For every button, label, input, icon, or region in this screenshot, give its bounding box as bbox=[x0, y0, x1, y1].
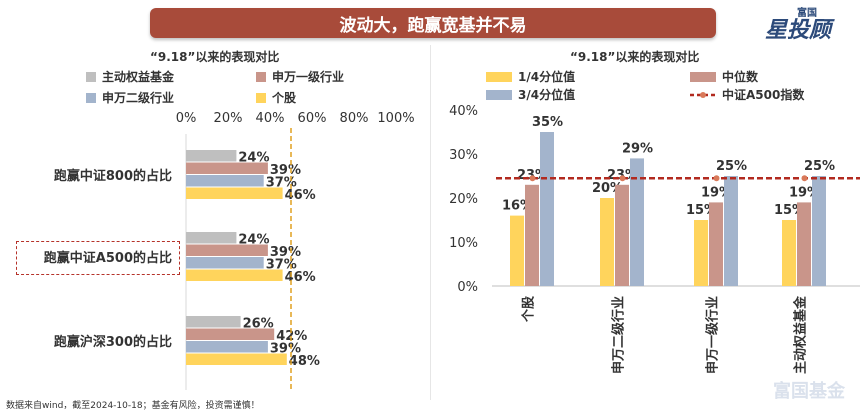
data-label: 46% bbox=[285, 188, 316, 203]
data-label: 35% bbox=[532, 115, 563, 130]
logo-big-text: 星投顾 bbox=[765, 18, 832, 43]
category-label: 申万二级行业 bbox=[611, 296, 627, 374]
y-tick-label: 20% bbox=[449, 192, 478, 207]
x-tick-label: 100% bbox=[377, 111, 414, 126]
legend-label: 1/4分位值 bbox=[518, 70, 576, 84]
bar bbox=[186, 353, 287, 365]
legend-swatch bbox=[86, 92, 96, 103]
bar bbox=[186, 328, 275, 340]
legend-line-swatch bbox=[690, 91, 716, 98]
index-marker bbox=[529, 175, 536, 182]
bar bbox=[186, 341, 268, 353]
data-label: 46% bbox=[285, 270, 316, 285]
category-label: 跑赢中证A500的占比 bbox=[44, 250, 172, 266]
data-label: 24% bbox=[238, 233, 269, 248]
legend-label: 个股 bbox=[272, 91, 297, 105]
category-label: 跑赢沪深300的占比 bbox=[54, 334, 172, 350]
index-marker bbox=[713, 175, 720, 182]
bar bbox=[812, 176, 826, 286]
highlight-box bbox=[16, 241, 180, 275]
data-label: 26% bbox=[243, 317, 274, 332]
y-tick-label: 10% bbox=[449, 236, 478, 251]
bar bbox=[186, 257, 264, 269]
y-tick-label: 30% bbox=[449, 148, 478, 163]
data-label: 39% bbox=[270, 163, 301, 178]
bar bbox=[724, 176, 738, 286]
legend-item-active-equity: 主动权益基金 bbox=[86, 68, 174, 85]
data-label: 39% bbox=[270, 245, 301, 260]
category-label: 个股 bbox=[521, 296, 537, 323]
right-chart-title: “9.18”以来的表现对比 bbox=[570, 50, 700, 64]
data-label: 24% bbox=[238, 151, 269, 166]
logo-small-text: 富国 bbox=[797, 8, 817, 19]
legend-item-q3: 3/4分位值 bbox=[486, 86, 575, 103]
legend-item-stocks: 个股 bbox=[256, 89, 296, 106]
watermark: 富国基金 bbox=[773, 381, 845, 402]
bar bbox=[694, 220, 708, 286]
x-tick-label: 20% bbox=[214, 111, 243, 126]
bar bbox=[782, 220, 796, 286]
bar bbox=[186, 244, 268, 256]
data-label: 25% bbox=[716, 159, 747, 174]
x-tick-label: 40% bbox=[256, 111, 285, 126]
category-label: 跑赢中证800的占比 bbox=[54, 168, 172, 184]
left-chart-title: “9.18”以来的表现对比 bbox=[150, 50, 280, 64]
legend-item-median: 中位数 bbox=[690, 68, 758, 85]
legend-label: 中位数 bbox=[722, 70, 759, 84]
category-label: 主动权益基金 bbox=[793, 295, 809, 374]
y-tick-label: 40% bbox=[449, 104, 478, 119]
footnote: 数据来自wind，截至2024-10-18；基金有风险，投资需谨慎！ bbox=[6, 401, 260, 411]
legend-swatch bbox=[256, 92, 266, 103]
bar bbox=[186, 187, 283, 199]
bar bbox=[186, 175, 264, 187]
bar bbox=[709, 202, 723, 286]
bar bbox=[525, 184, 539, 286]
legend-label: 3/4分位值 bbox=[518, 88, 576, 102]
bar bbox=[615, 184, 629, 286]
legend-item-q1: 1/4分位值 bbox=[486, 68, 575, 85]
legend-swatch bbox=[690, 71, 716, 82]
legend-item-a500-index: 中证A500指数 bbox=[690, 86, 804, 103]
bar bbox=[630, 158, 644, 286]
legend-swatch bbox=[486, 71, 512, 82]
category-label: 申万一级行业 bbox=[705, 296, 721, 374]
y-tick-label: 0% bbox=[457, 280, 478, 295]
legend-label: 中证A500指数 bbox=[722, 88, 805, 102]
banner-title: 波动大，跑赢宽基并不易 bbox=[339, 15, 527, 36]
legend-swatch bbox=[256, 71, 266, 82]
bar bbox=[797, 202, 811, 286]
bar bbox=[186, 162, 268, 174]
bar bbox=[186, 150, 237, 162]
legend-item-sw-level1: 申万一级行业 bbox=[256, 68, 344, 85]
x-tick-label: 60% bbox=[298, 111, 327, 126]
bar bbox=[510, 215, 524, 286]
bar bbox=[186, 232, 237, 244]
legend-label: 申万二级行业 bbox=[102, 91, 175, 105]
page-banner: 波动大，跑赢宽基并不易 bbox=[150, 8, 716, 38]
brand-logo: 富国 星投顾 bbox=[757, 2, 857, 43]
x-tick-label: 80% bbox=[340, 111, 369, 126]
data-label: 37% bbox=[266, 176, 297, 191]
bar bbox=[186, 316, 241, 328]
data-label: 25% bbox=[804, 159, 835, 174]
data-label: 29% bbox=[622, 141, 653, 156]
bar bbox=[186, 269, 283, 281]
right-bar-chart: 0%10%20%30%40%16%23%35%个股20%23%29%申万二级行业… bbox=[449, 104, 860, 374]
bar bbox=[540, 132, 554, 286]
data-label: 39% bbox=[270, 342, 301, 357]
index-marker bbox=[801, 175, 808, 182]
data-label: 48% bbox=[289, 354, 320, 369]
data-label: 42% bbox=[276, 329, 307, 344]
panel-divider bbox=[430, 45, 431, 400]
left-bar-chart: 0% 20% 40% 60% 80% 100%跑赢中证800的占比24%39%37%46%… bbox=[44, 111, 415, 390]
legend-item-sw-level2: 申万二级行业 bbox=[86, 89, 174, 106]
data-label: 37% bbox=[266, 258, 297, 273]
bar bbox=[600, 198, 614, 286]
legend-swatch bbox=[86, 71, 96, 82]
index-marker bbox=[619, 175, 626, 182]
legend-swatch bbox=[486, 89, 512, 100]
x-tick-label: 0% bbox=[176, 111, 197, 126]
legend-label: 申万一级行业 bbox=[272, 70, 345, 84]
legend-label: 主动权益基金 bbox=[102, 70, 175, 84]
